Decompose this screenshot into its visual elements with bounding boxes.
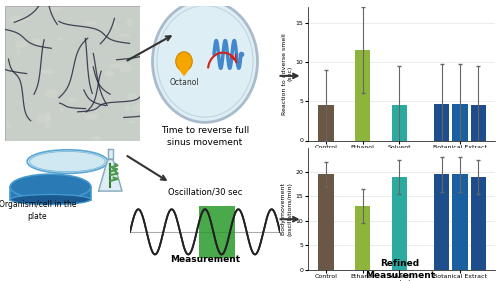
- Ellipse shape: [128, 120, 135, 124]
- Ellipse shape: [46, 7, 62, 12]
- Ellipse shape: [44, 89, 57, 98]
- Ellipse shape: [104, 71, 114, 77]
- Ellipse shape: [10, 174, 91, 200]
- Circle shape: [152, 0, 258, 122]
- Ellipse shape: [27, 150, 108, 173]
- Ellipse shape: [126, 18, 133, 26]
- Ellipse shape: [92, 136, 102, 140]
- Ellipse shape: [88, 64, 92, 73]
- Ellipse shape: [114, 21, 117, 28]
- Ellipse shape: [45, 123, 51, 129]
- Bar: [392, 105, 407, 140]
- Text: Octanol: Octanol: [169, 78, 199, 87]
- Bar: [470, 177, 486, 270]
- Polygon shape: [98, 159, 122, 191]
- Ellipse shape: [10, 15, 25, 23]
- Ellipse shape: [14, 41, 28, 48]
- Ellipse shape: [86, 114, 98, 120]
- Text: Organism/cell in the
plate: Organism/cell in the plate: [0, 200, 76, 221]
- Bar: [392, 177, 407, 270]
- Circle shape: [176, 52, 192, 71]
- Text: Refined
Measurement: Refined Measurement: [365, 259, 435, 280]
- Ellipse shape: [69, 98, 75, 101]
- Ellipse shape: [119, 34, 130, 37]
- Ellipse shape: [46, 112, 50, 119]
- Polygon shape: [180, 69, 188, 75]
- Bar: [452, 104, 468, 140]
- Bar: [452, 175, 468, 270]
- Ellipse shape: [59, 108, 64, 113]
- Ellipse shape: [118, 63, 132, 73]
- Polygon shape: [108, 149, 113, 159]
- Ellipse shape: [128, 93, 137, 101]
- Ellipse shape: [36, 114, 52, 123]
- Bar: [318, 105, 334, 140]
- Y-axis label: Reaction to adverse smell
(sec): Reaction to adverse smell (sec): [282, 33, 293, 115]
- Ellipse shape: [33, 38, 41, 46]
- Bar: [355, 50, 370, 140]
- Ellipse shape: [86, 70, 89, 75]
- Text: Measurement: Measurement: [170, 255, 240, 264]
- Ellipse shape: [22, 18, 32, 21]
- Bar: [355, 206, 370, 270]
- Bar: [470, 105, 486, 140]
- Ellipse shape: [84, 21, 98, 25]
- Ellipse shape: [58, 37, 64, 40]
- Ellipse shape: [110, 63, 120, 68]
- Bar: [10, 187, 91, 200]
- Ellipse shape: [132, 103, 144, 112]
- Y-axis label: Body movement
(oscillations/min): Body movement (oscillations/min): [282, 182, 292, 235]
- Ellipse shape: [126, 105, 130, 112]
- Ellipse shape: [18, 49, 20, 53]
- Ellipse shape: [10, 194, 91, 205]
- Bar: [434, 175, 450, 270]
- Bar: [199, 206, 235, 258]
- Bar: [434, 104, 450, 140]
- Ellipse shape: [40, 69, 55, 74]
- Ellipse shape: [7, 122, 10, 130]
- Text: Time to reverse full
sinus movement: Time to reverse full sinus movement: [161, 126, 249, 147]
- Text: Oscillation/30 sec: Oscillation/30 sec: [168, 187, 242, 196]
- Bar: [318, 175, 334, 270]
